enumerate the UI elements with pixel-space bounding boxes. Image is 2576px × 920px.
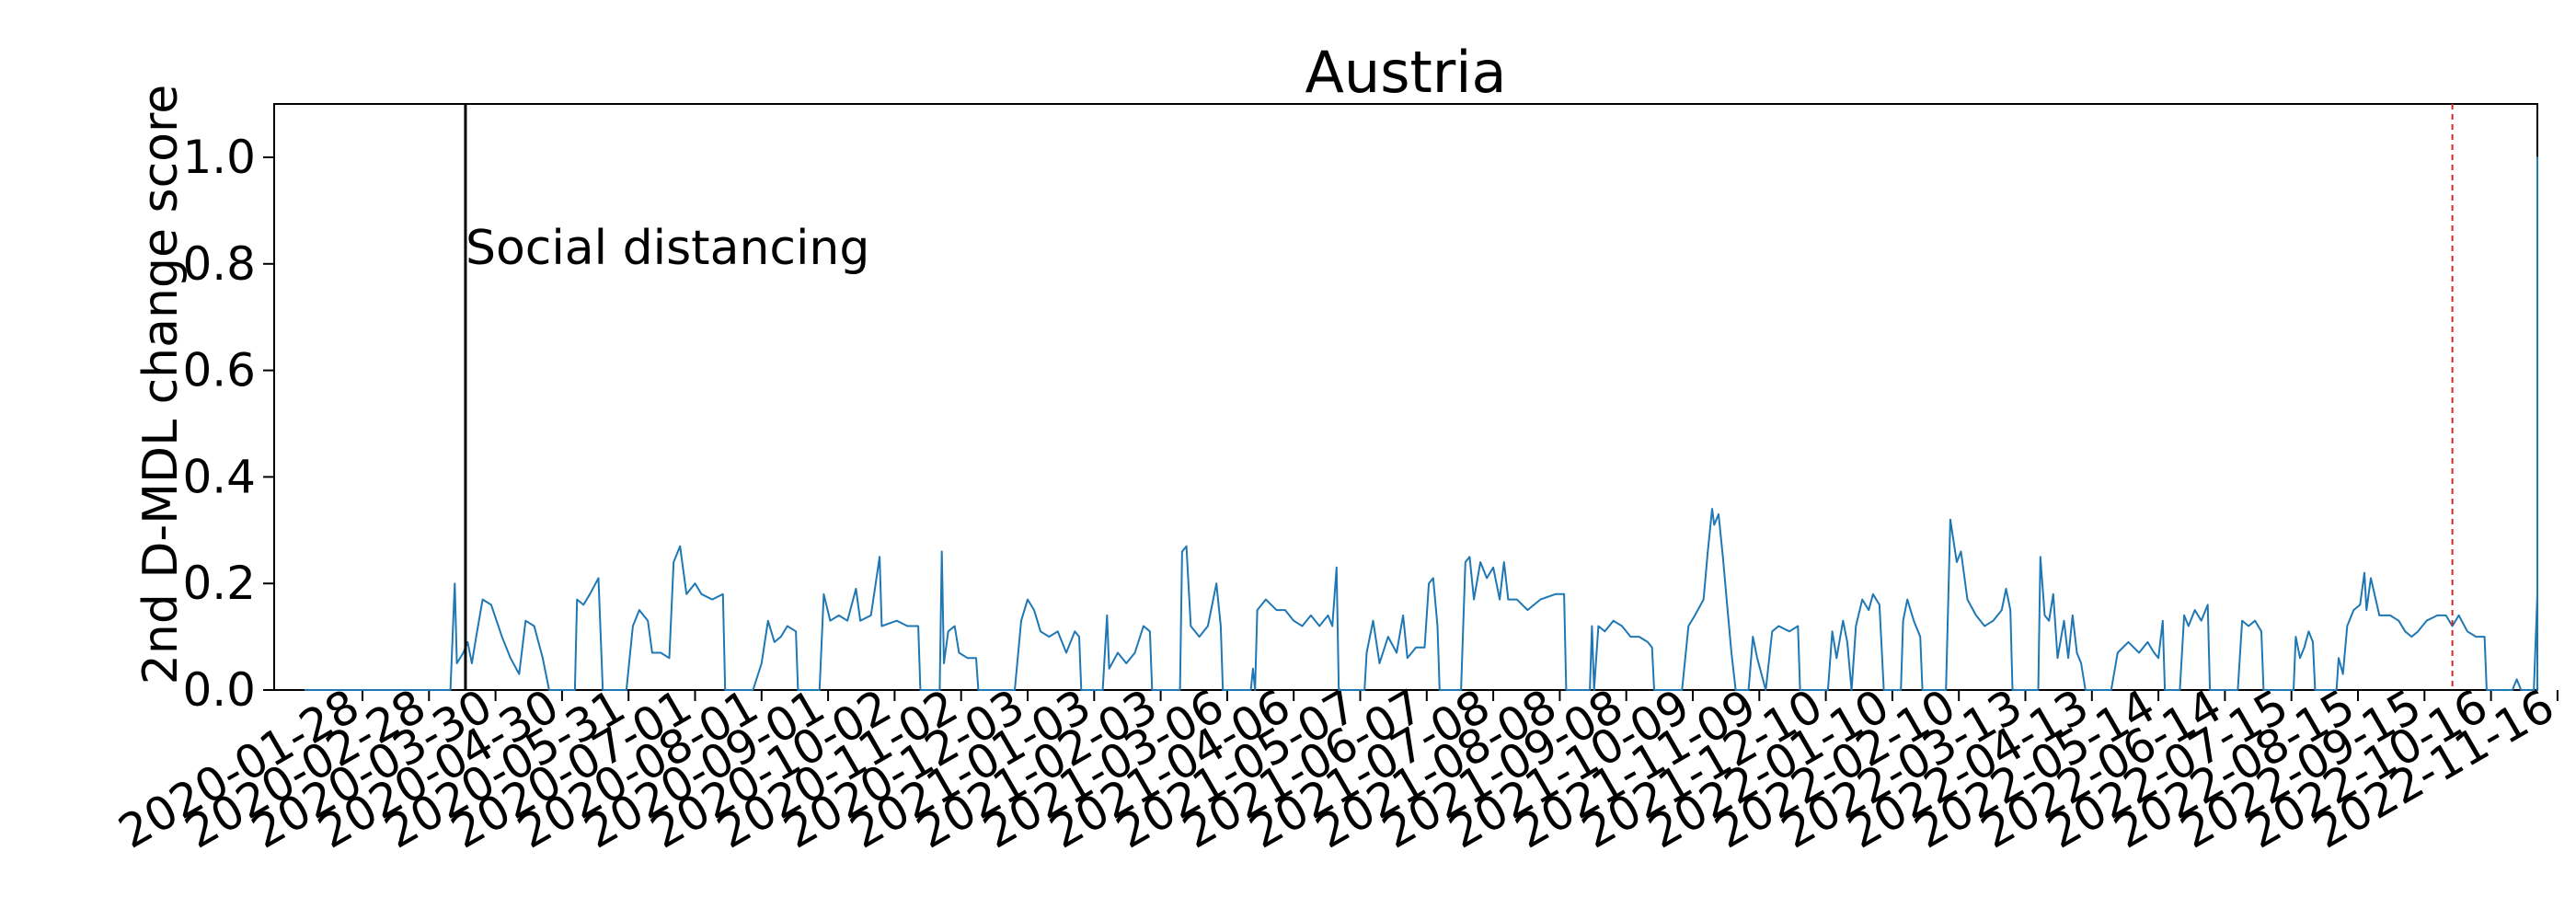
- change-score-line: [305, 156, 2538, 691]
- y-tick-label: 0.2: [182, 557, 256, 610]
- y-axis-label: 2nd D-MDL change score: [133, 85, 189, 684]
- y-tick-label: 0.6: [182, 344, 256, 397]
- y-tick-label: 0.0: [182, 663, 256, 717]
- y-tick-label: 1.0: [182, 131, 256, 184]
- y-tick-label: 0.4: [182, 450, 256, 503]
- plot-frame: [273, 103, 2538, 691]
- y-tick-label: 0.8: [182, 237, 256, 291]
- plot-area: 0.00.20.40.60.81.02020-01-282020-02-2820…: [109, 103, 2563, 859]
- social-distancing-annotation: Social distancing: [466, 221, 869, 276]
- chart-title: Austria: [1305, 39, 1506, 106]
